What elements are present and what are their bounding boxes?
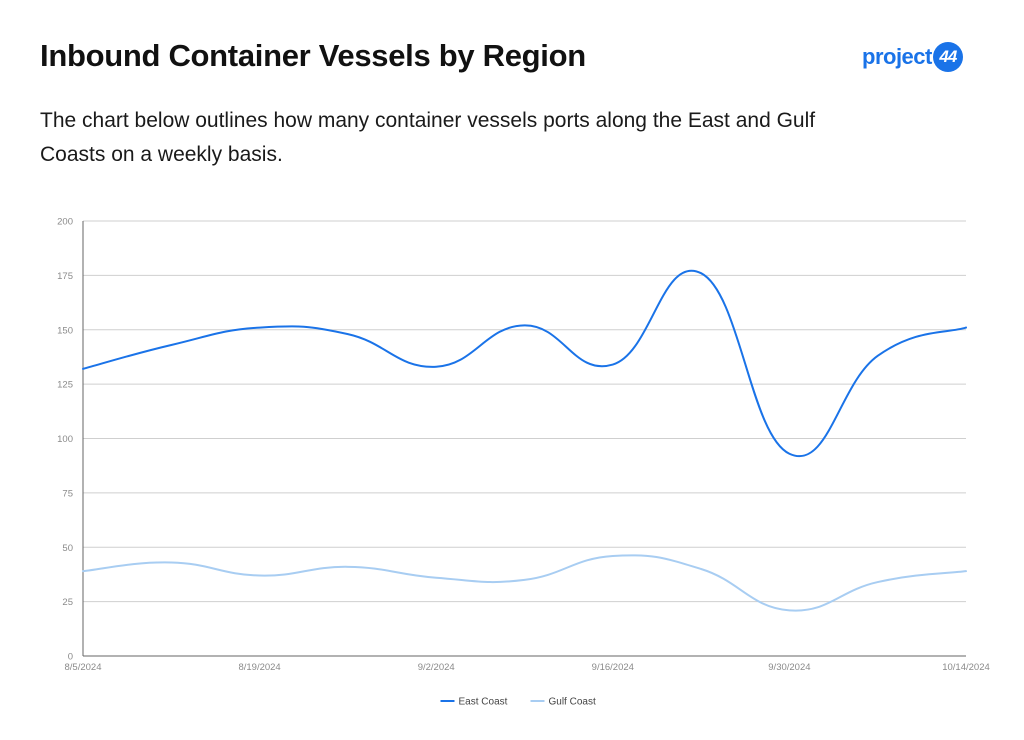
y-tick-label: 100 (57, 434, 73, 445)
page-subtitle: The chart below outlines how many contai… (40, 109, 816, 166)
y-tick-label: 75 (62, 488, 73, 499)
x-tick-label: 8/5/2024 (65, 662, 102, 673)
y-tick-label: 200 (57, 217, 73, 228)
y-axis-ticks: 0 25 50 75 100 125 150 175 200 (57, 217, 73, 663)
x-tick-label: 9/16/2024 (592, 662, 634, 673)
logo-badge: 44 (932, 42, 963, 72)
x-tick-label: 10/14/2024 (942, 662, 990, 673)
project44-logo: project 44 (862, 40, 963, 74)
legend-label-gulf-coast: Gulf Coast (549, 697, 596, 708)
chart-series-lines (82, 269, 967, 612)
x-tick-label: 8/19/2024 (238, 662, 280, 673)
y-tick-label: 0 (68, 652, 73, 663)
logo-wordmark: project (862, 44, 932, 69)
y-tick-label: 175 (57, 271, 73, 282)
page-title: Inbound Container Vessels by Region (40, 38, 586, 73)
series-line-gulf-coast (82, 554, 967, 612)
y-tick-label: 50 (62, 543, 73, 554)
legend-label-east-coast: East Coast (459, 697, 508, 708)
x-tick-label: 9/2/2024 (418, 662, 455, 673)
x-axis-ticks: 8/5/2024 8/19/2024 9/2/2024 9/16/2024 9/30/2… (65, 662, 990, 673)
chart-legend: East Coast Gulf Coast (440, 697, 596, 708)
y-tick-label: 150 (57, 325, 73, 336)
series-line-east-coast (82, 269, 967, 458)
x-tick-label: 9/30/2024 (768, 662, 810, 673)
y-tick-label: 125 (57, 380, 73, 391)
y-tick-label: 25 (62, 597, 73, 608)
chart-gridlines (82, 220, 966, 657)
